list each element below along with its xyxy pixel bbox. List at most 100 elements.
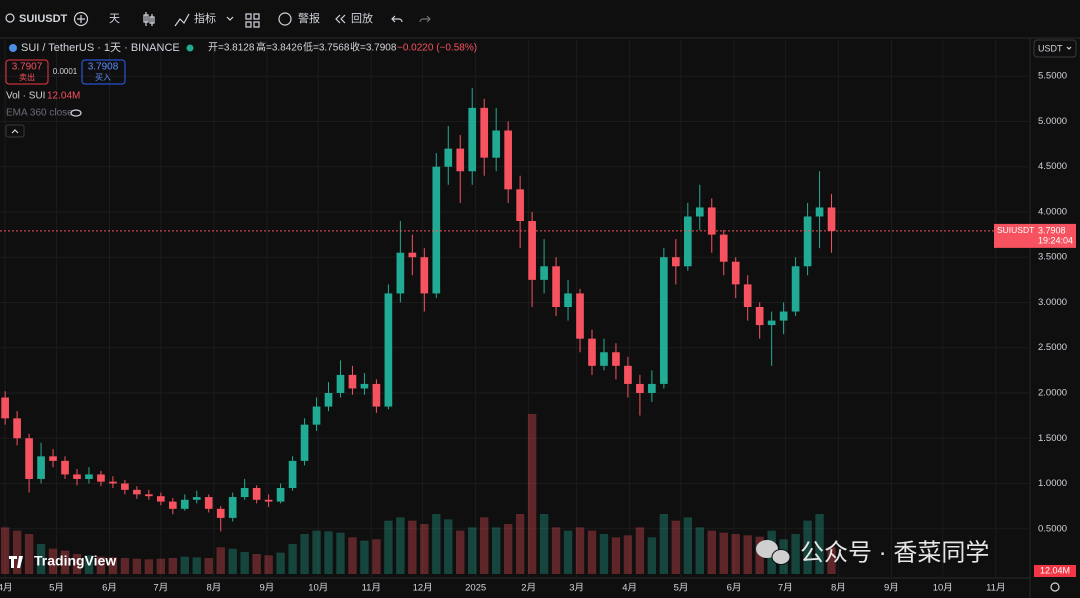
volume-bar (683, 517, 692, 574)
volume-bar (228, 548, 237, 574)
candle-body (803, 216, 812, 267)
volume-bar (336, 532, 345, 574)
chart-type-icon[interactable] (143, 12, 155, 26)
volume-bar (60, 550, 70, 574)
x-tick-label: 6月 (102, 583, 117, 594)
volume-bar (408, 520, 417, 574)
replay[interactable]: 回放 (351, 11, 373, 25)
sell-button[interactable] (5, 59, 49, 85)
candle-body (504, 130, 512, 190)
buy-button[interactable] (81, 59, 126, 85)
candle-body (312, 406, 321, 425)
dropdown-icon[interactable] (226, 16, 234, 21)
candle-body (480, 107, 489, 158)
volume-bar (587, 530, 597, 574)
settings-icon[interactable] (1050, 582, 1060, 592)
candle-body (216, 508, 225, 518)
visibility-icon[interactable] (70, 109, 82, 117)
volume-bar (0, 527, 10, 574)
undo-icon[interactable] (391, 15, 403, 23)
candle-body (456, 148, 465, 172)
volume-bar (491, 527, 501, 574)
y-tick-label: 3.0000 (1038, 297, 1067, 308)
price-tag (994, 223, 1076, 248)
candle-body (121, 483, 129, 490)
candle-body (420, 257, 429, 294)
candle-body (133, 489, 141, 495)
volume-bar (48, 548, 58, 574)
sell-price: 3.7907 (12, 62, 43, 73)
legend-close: 收=3.7908 (350, 41, 397, 54)
candle-body (37, 456, 45, 479)
volume-bar (803, 520, 812, 574)
x-tick-label: 9月 (884, 583, 899, 594)
candle-body (600, 352, 608, 366)
ema-study: EMA 360 close (6, 108, 73, 119)
indicator-icon[interactable] (174, 13, 190, 27)
replay-icon[interactable] (335, 14, 346, 24)
volume-study: Vol · SUI (6, 91, 45, 102)
volume-bar (372, 539, 381, 574)
volume-bar (120, 558, 130, 574)
volume-bar (24, 534, 34, 574)
alert-icon[interactable] (278, 12, 292, 26)
x-tick-label: 7月 (778, 583, 793, 594)
volume-bar (144, 559, 154, 574)
x-tick-label: 11月 (986, 583, 1005, 594)
interval[interactable]: 天 (109, 13, 120, 25)
symbol[interactable]: SUIUSDT (19, 13, 68, 25)
sell-label: 卖出 (19, 72, 35, 82)
volume-bar (168, 558, 177, 574)
x-tick-label: 5月 (674, 583, 689, 594)
volume-bar (36, 544, 46, 574)
candle-body (791, 266, 800, 312)
x-tick-label: 10月 (933, 583, 953, 594)
candle-body (49, 456, 57, 461)
add-symbol-plus (77, 15, 85, 23)
x-tick-label: 2月 (521, 583, 536, 594)
search-icon[interactable] (5, 13, 15, 23)
candle-body (576, 293, 584, 339)
candle-body (109, 481, 117, 484)
volume-bar (312, 530, 321, 574)
y-tick-label: 5.5000 (1038, 71, 1067, 82)
candle-body (396, 252, 405, 294)
volume-bar (396, 517, 405, 574)
layout-icon[interactable] (245, 13, 260, 28)
candle-body (372, 383, 381, 407)
candle-body (444, 148, 453, 167)
volume-bar (563, 530, 573, 574)
legend-low: 低=3.7568 (303, 41, 350, 54)
candle-body (348, 374, 357, 389)
x-tick-label: 3月 (569, 583, 584, 594)
redo-icon[interactable] (419, 15, 431, 23)
add-symbol-icon[interactable] (73, 11, 89, 27)
y-tick-label: 2.5000 (1038, 342, 1067, 353)
volume-bar (827, 547, 836, 574)
y-tick-label: 4.0000 (1038, 206, 1067, 217)
alerts[interactable]: 警报 (298, 11, 320, 25)
currency-dropdown (1066, 46, 1072, 50)
legend-change: −0.0220 (−0.58%) (397, 43, 477, 54)
candle-body (612, 352, 620, 366)
volume-bar (695, 527, 704, 574)
volume-tag (1034, 565, 1076, 577)
candle-body (779, 311, 788, 321)
candle-body (671, 257, 680, 267)
currency[interactable]: USDT (1038, 43, 1063, 53)
candle-body (588, 338, 596, 366)
currency-select[interactable] (1033, 39, 1077, 58)
indicators[interactable]: 指标 (194, 11, 216, 25)
brand: TradingView (34, 553, 116, 569)
legend-open: 开=3.8128 (208, 43, 255, 54)
legend-title: SUI / TetherUS · 1天 · BINANCE (21, 42, 180, 54)
candle-body (719, 234, 728, 262)
candle-body (648, 383, 656, 393)
volume-bar (635, 527, 645, 574)
volume-bar (420, 524, 429, 574)
collapse-button[interactable] (5, 124, 25, 138)
volume-bar (96, 556, 106, 574)
y-tick-label: 4.5000 (1038, 161, 1067, 172)
volume-bar (623, 535, 633, 574)
